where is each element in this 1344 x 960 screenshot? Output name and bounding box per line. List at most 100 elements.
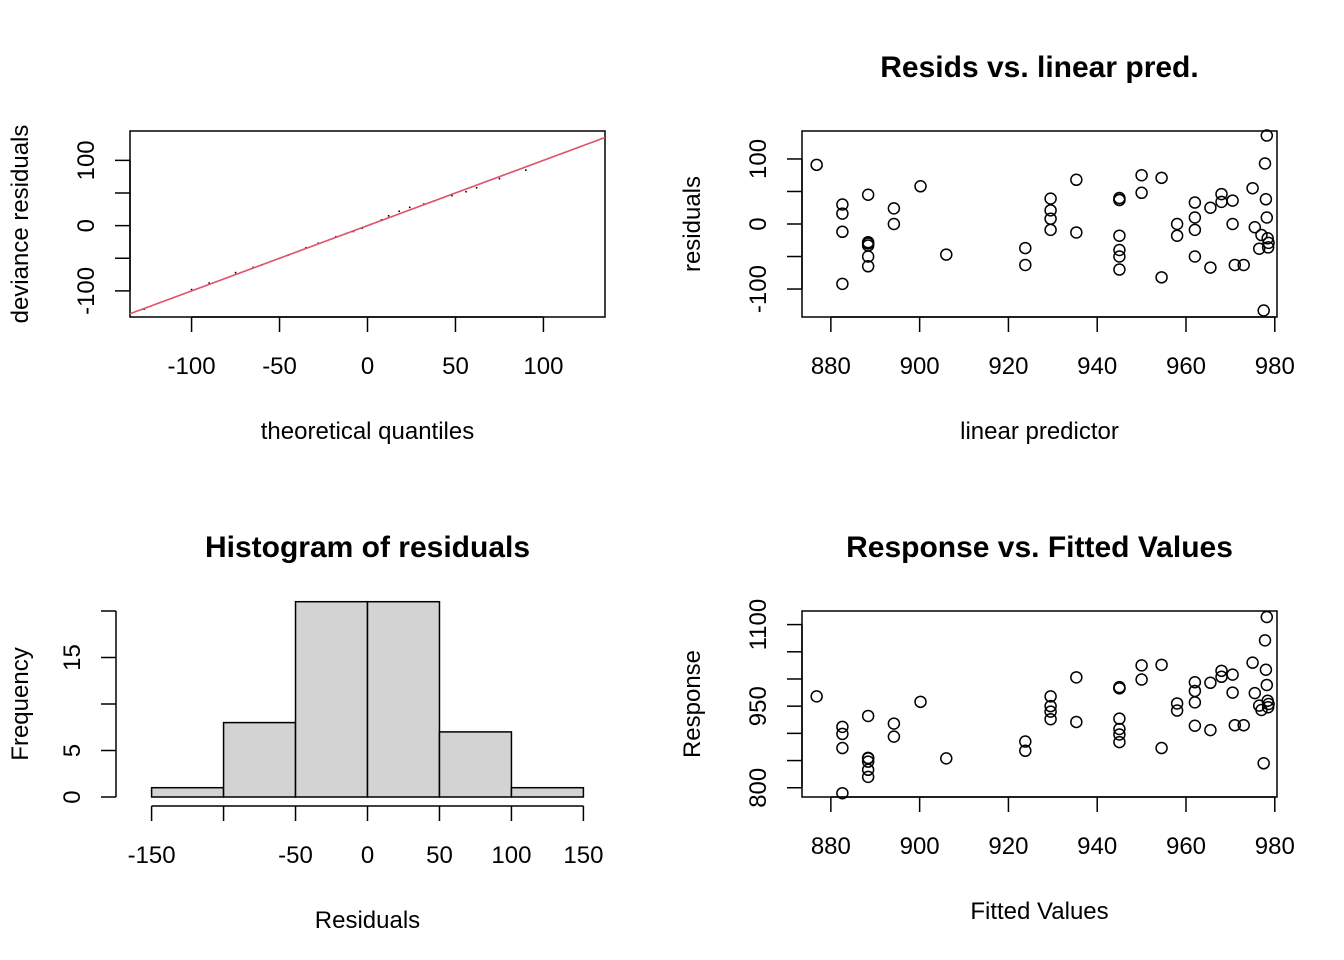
scatter-point xyxy=(1258,634,1272,647)
scatter-point xyxy=(1261,241,1275,254)
scatter-point xyxy=(1113,250,1126,263)
scatter-point xyxy=(1070,715,1083,729)
scatter-point xyxy=(810,158,823,172)
qq-point xyxy=(498,177,501,180)
scatter-point xyxy=(1204,676,1217,690)
x-tick-label: 960 xyxy=(1166,353,1206,380)
scatter-point xyxy=(1113,193,1126,207)
scatter-point xyxy=(836,720,849,734)
qq-point xyxy=(234,271,237,274)
scatter-point xyxy=(1188,719,1202,733)
scatter-point xyxy=(1215,664,1228,678)
scatter-point xyxy=(1262,236,1275,250)
scatter-point xyxy=(1044,212,1057,226)
chart-title-3: Response vs. Fitted Values xyxy=(846,531,1233,564)
scatter-point xyxy=(887,217,901,231)
scatter-point xyxy=(1252,242,1266,255)
scatter-point xyxy=(1248,221,1262,234)
x-tick-label: -50 xyxy=(278,842,313,869)
scatter-point xyxy=(1226,686,1239,699)
x-tick-label: 0 xyxy=(361,842,374,869)
scatter-point xyxy=(1204,201,1217,214)
x-tick-label: 100 xyxy=(523,353,563,380)
scatter-point xyxy=(1070,671,1083,684)
x-tick-label: 100 xyxy=(491,842,531,869)
scatter-point xyxy=(861,755,875,768)
scatter-point xyxy=(887,202,901,215)
scatter-point xyxy=(1215,187,1228,201)
scatter-point xyxy=(1260,678,1274,692)
scatter-point xyxy=(1246,181,1259,195)
x-axis-label-3: Fitted Values xyxy=(970,898,1108,925)
qq-reference-line xyxy=(129,136,606,315)
y-tick-label: 1100 xyxy=(745,599,772,651)
scatter-point xyxy=(1257,757,1270,770)
scatter-point xyxy=(1135,673,1148,686)
histogram-bar xyxy=(294,600,369,798)
scatter-point xyxy=(836,277,849,291)
scatter-point xyxy=(1188,223,1202,237)
scatter-point xyxy=(1228,258,1242,272)
qq-point xyxy=(525,169,527,171)
chart-title-1: Resids vs. linear pred. xyxy=(880,51,1198,84)
scatter-point xyxy=(861,763,875,777)
scatter-point xyxy=(1113,728,1126,741)
qq-plot-panel: -100 -50 0 50 100 theoretical quantiles -100 0 1… xyxy=(7,125,606,445)
scatter-point xyxy=(1204,261,1217,274)
scatter-point xyxy=(1113,229,1126,242)
x-tick-label: 980 xyxy=(1255,833,1295,860)
scatter-point xyxy=(1170,229,1184,242)
x-tick-label: -100 xyxy=(168,353,216,380)
scatter-point xyxy=(861,709,875,723)
scatter-point xyxy=(914,695,927,709)
scatter-point xyxy=(887,717,901,730)
x-tick-label: 150 xyxy=(563,842,603,869)
scatter-point xyxy=(1226,668,1239,681)
plot-frame-1 xyxy=(801,130,1278,318)
response-vs-fitted-panel: Response vs. Fitted Values 880 900 920 940 96… xyxy=(679,531,1295,925)
histogram-bar xyxy=(150,786,225,798)
scatter-point xyxy=(1113,712,1126,725)
scatter-point xyxy=(861,250,875,263)
scatter-point xyxy=(940,248,953,261)
x-axis-label-2: Residuals xyxy=(315,907,420,934)
x-tick-label: 900 xyxy=(900,833,940,860)
scatter-point xyxy=(1135,186,1148,200)
scatter-point xyxy=(1248,686,1262,700)
scatter-point xyxy=(1044,204,1057,217)
scatter-point xyxy=(1237,258,1250,272)
scatter-point xyxy=(1188,211,1202,224)
y-axis-1: -100 0 100 xyxy=(745,139,803,313)
scatter-point xyxy=(1170,697,1184,710)
scatter-point xyxy=(1215,195,1228,209)
scatter-point xyxy=(1044,705,1057,718)
scatter-point xyxy=(836,207,849,220)
x-axis-label-0: theoretical quantiles xyxy=(261,418,474,445)
x-axis-1: 880 900 920 940 960 980 xyxy=(811,316,1295,380)
scatter-point xyxy=(1259,193,1273,206)
scatter-point xyxy=(1237,718,1250,732)
scatter-point xyxy=(887,730,901,743)
y-tick-label: 0 xyxy=(73,219,100,232)
qq-point xyxy=(408,206,411,209)
scatter-point xyxy=(861,751,875,765)
y-tick-label: 100 xyxy=(745,139,772,179)
histogram-bar xyxy=(222,721,297,798)
scatter-point xyxy=(1170,217,1184,231)
scatter-point xyxy=(1228,718,1242,732)
y-axis-0: -100 0 100 xyxy=(73,140,131,315)
histogram-bar xyxy=(510,786,585,798)
scatter-point xyxy=(1113,243,1126,257)
scatter-point xyxy=(1135,168,1148,182)
scatter-point xyxy=(1260,610,1274,624)
scatter-point xyxy=(1260,129,1274,142)
scatter-point xyxy=(1259,663,1273,676)
qq-point xyxy=(398,210,400,213)
x-tick-label: -50 xyxy=(262,353,297,380)
y-tick-label: -100 xyxy=(73,267,100,315)
scatter-point xyxy=(1170,704,1184,717)
y-tick-label: -100 xyxy=(745,265,772,313)
scatter-point xyxy=(1113,735,1126,749)
scatter-point xyxy=(1155,741,1168,755)
scatter-point xyxy=(836,741,849,755)
